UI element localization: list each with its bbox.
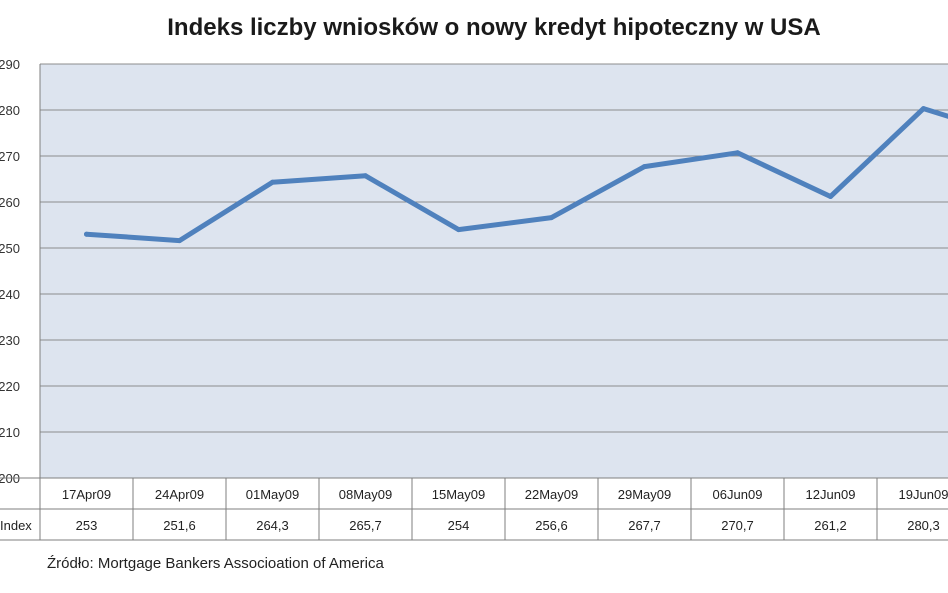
x-tick-label: 12Jun09 bbox=[806, 487, 856, 502]
x-tick-label: 17Apr09 bbox=[62, 487, 111, 502]
x-tick-label: 06Jun09 bbox=[713, 487, 763, 502]
legend-series-name: Index bbox=[0, 518, 32, 533]
source-note: Źródło: Mortgage Bankers Associoation of… bbox=[47, 555, 384, 572]
data-point bbox=[177, 238, 182, 244]
data-point bbox=[828, 193, 833, 199]
x-tick-label: 01May09 bbox=[246, 487, 299, 502]
y-tick-label: 270 bbox=[0, 149, 20, 164]
y-tick-label: 250 bbox=[0, 241, 20, 256]
y-tick-label: 230 bbox=[0, 333, 20, 348]
data-point bbox=[642, 164, 647, 170]
x-tick-label: 08May09 bbox=[339, 487, 392, 502]
y-tick-label: 280 bbox=[0, 103, 20, 118]
y-tick-label: 220 bbox=[0, 379, 20, 394]
y-tick-label: 210 bbox=[0, 425, 20, 440]
x-tick-label: 24Apr09 bbox=[155, 487, 204, 502]
x-tick-label: 22May09 bbox=[525, 487, 578, 502]
y-tick-label: 290 bbox=[0, 57, 20, 72]
x-tick-label: 15May09 bbox=[432, 487, 485, 502]
data-label: 253 bbox=[76, 518, 98, 533]
data-label: 254 bbox=[448, 518, 470, 533]
y-tick-label: 240 bbox=[0, 287, 20, 302]
plot-area bbox=[40, 64, 948, 478]
chart-title: Indeks liczby wniosków o nowy kredyt hip… bbox=[167, 14, 821, 41]
data-point bbox=[456, 227, 461, 233]
data-point bbox=[363, 173, 368, 179]
data-point bbox=[549, 215, 554, 221]
data-point bbox=[270, 179, 275, 185]
data-label: 264,3 bbox=[256, 518, 289, 533]
data-point bbox=[84, 231, 89, 237]
data-point bbox=[921, 106, 926, 112]
data-label: 256,6 bbox=[535, 518, 568, 533]
data-label: 261,2 bbox=[814, 518, 847, 533]
data-label: 267,7 bbox=[628, 518, 661, 533]
x-tick-label: 29May09 bbox=[618, 487, 671, 502]
data-label: 265,7 bbox=[349, 518, 382, 533]
y-tick-label: 260 bbox=[0, 195, 20, 210]
data-label: 270,7 bbox=[721, 518, 754, 533]
data-point bbox=[735, 150, 740, 156]
data-label: 251,6 bbox=[163, 518, 196, 533]
x-tick-label: 19Jun09 bbox=[899, 487, 948, 502]
data-label: 280,3 bbox=[907, 518, 940, 533]
